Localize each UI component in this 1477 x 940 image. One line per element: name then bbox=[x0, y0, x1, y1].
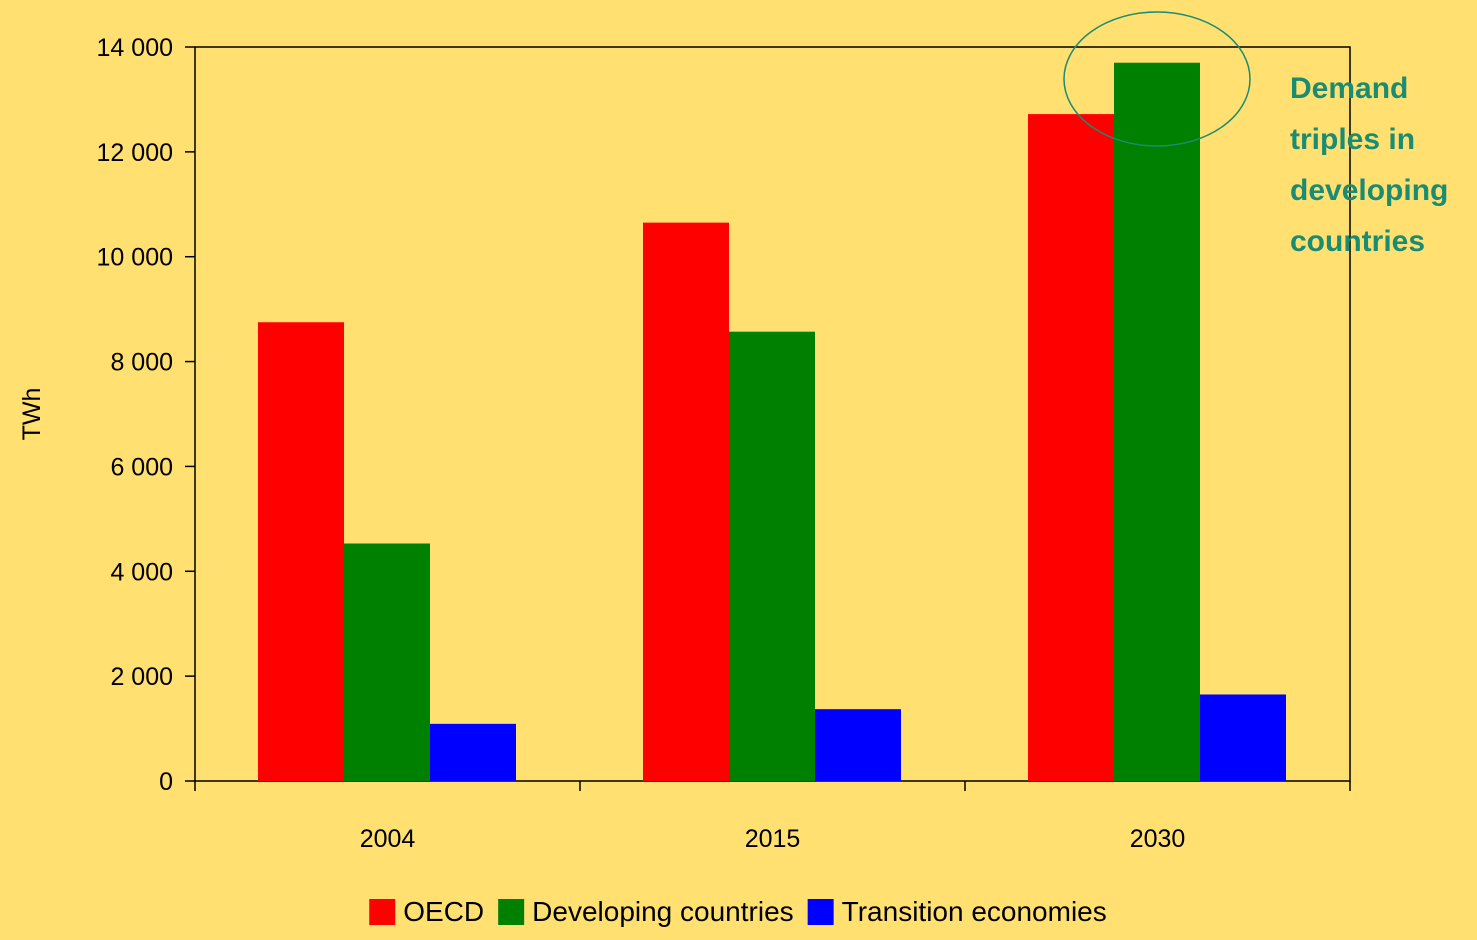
y-tick-label: 12 000 bbox=[97, 139, 173, 167]
legend-label: Developing countries bbox=[532, 896, 794, 927]
legend-item: OECD bbox=[369, 896, 484, 927]
annotation-line: triples in bbox=[1290, 123, 1415, 156]
y-tick-label: 4 000 bbox=[110, 558, 173, 586]
highlight-ellipse bbox=[1063, 11, 1251, 147]
y-tick-label: 8 000 bbox=[110, 349, 173, 377]
legend: OECD Developing countries Transition econo… bbox=[369, 896, 1107, 927]
bar-developing-countries-2004 bbox=[344, 543, 430, 781]
x-axis-ticks: 2004 2015 2030 bbox=[194, 781, 1351, 853]
annotation-text: Demand triples in developing countries bbox=[1290, 72, 1448, 258]
bar-developing-countries-2030 bbox=[1114, 62, 1200, 781]
bar-oecd-2015 bbox=[643, 222, 729, 781]
annotation-line: developing bbox=[1290, 174, 1448, 207]
annotation-line: Demand bbox=[1290, 72, 1408, 105]
legend-item: Developing countries bbox=[498, 896, 794, 927]
x-tick-label: 2015 bbox=[745, 825, 801, 853]
legend-swatch bbox=[369, 899, 396, 925]
bars bbox=[258, 62, 1286, 781]
y-tick-label: 6 000 bbox=[110, 453, 173, 481]
legend-label: OECD bbox=[403, 896, 484, 927]
x-tick-label: 2030 bbox=[1130, 825, 1186, 853]
bar-transition-economies-2015 bbox=[815, 709, 901, 781]
y-tick-label: 10 000 bbox=[97, 244, 173, 272]
bar-transition-economies-2004 bbox=[430, 723, 516, 781]
bar-oecd-2004 bbox=[258, 322, 344, 781]
legend-label: Transition economies bbox=[842, 896, 1107, 927]
y-axis-label: TWh bbox=[18, 388, 46, 441]
bar-transition-economies-2030 bbox=[1200, 694, 1286, 781]
bar-developing-countries-2015 bbox=[729, 331, 815, 781]
legend-swatch bbox=[498, 899, 525, 925]
y-tick-label: 2 000 bbox=[110, 663, 173, 691]
y-tick-label: 0 bbox=[159, 768, 173, 796]
bar-oecd-2030 bbox=[1028, 114, 1114, 781]
x-tick-label: 2004 bbox=[360, 825, 416, 853]
legend-item: Transition economies bbox=[807, 896, 1107, 927]
y-axis-ticks: 0 2 000 4 000 6 000 8 000 10 000 12 000 14 000 bbox=[97, 34, 195, 796]
y-tick-label: 14 000 bbox=[97, 34, 173, 62]
annotation-line: countries bbox=[1290, 225, 1425, 258]
legend-swatch bbox=[807, 899, 834, 925]
